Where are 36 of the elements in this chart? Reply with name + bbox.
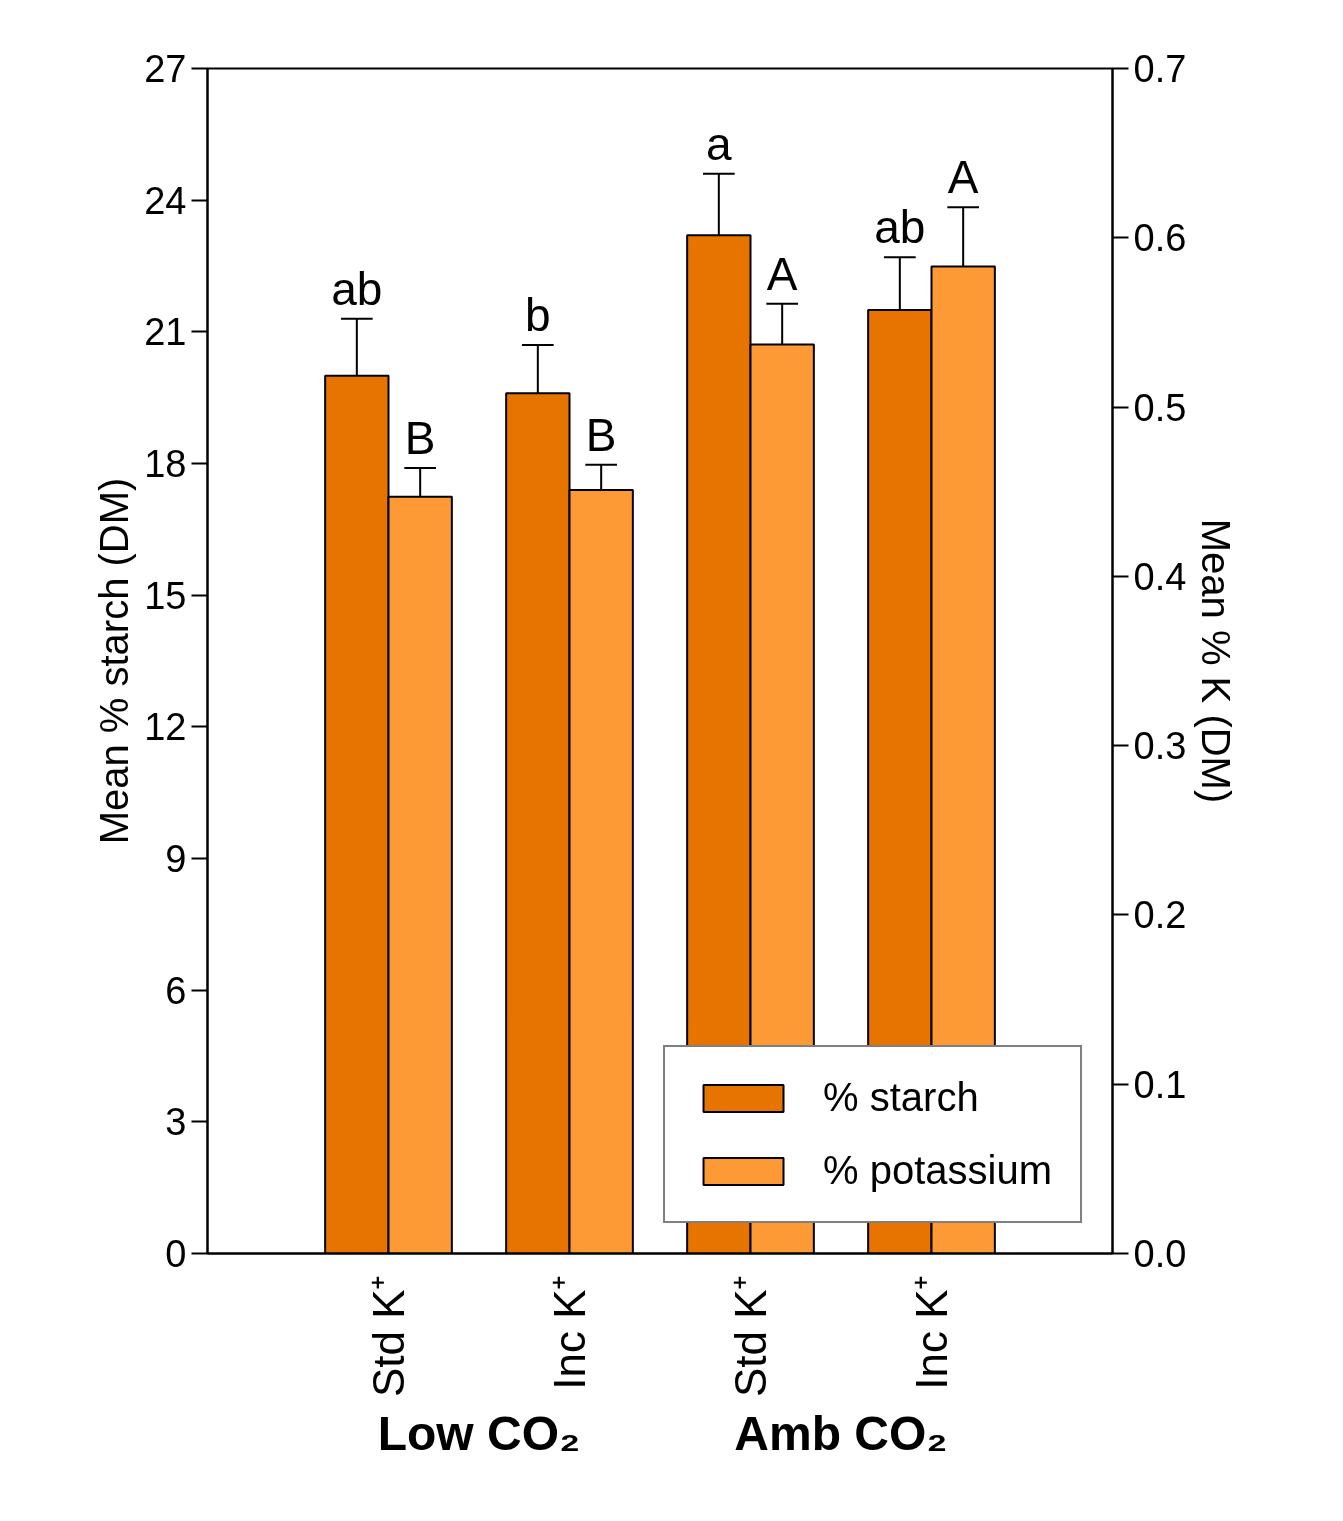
y-tick-label: 24 bbox=[144, 179, 187, 222]
x-tick-label: Inc K⁺ bbox=[545, 1274, 594, 1390]
data-label: b bbox=[525, 289, 551, 341]
y-tick-label: 0 bbox=[165, 1233, 187, 1275]
data-label: ab bbox=[874, 201, 926, 254]
x-tick-label: Std K⁺ bbox=[364, 1274, 413, 1398]
text: Amb CO₂ bbox=[734, 1406, 948, 1460]
y-tick-label: 3 bbox=[165, 1101, 187, 1144]
y-tick-label: 9 bbox=[165, 838, 187, 880]
y-tick-label: 6 bbox=[165, 969, 187, 1012]
y2-tick-label: 0.7 bbox=[1133, 48, 1187, 90]
data-label: ab bbox=[331, 262, 383, 315]
y2-tick-label: 0.5 bbox=[1133, 386, 1187, 429]
y2-tick-label: 0.3 bbox=[1133, 725, 1187, 768]
data-label: B bbox=[585, 408, 617, 461]
y2-axis-title: Mean % K (DM) bbox=[1194, 518, 1239, 804]
y2-tick-label: 0.6 bbox=[1133, 217, 1187, 260]
text: Low CO₂ bbox=[377, 1406, 581, 1460]
data-label: A bbox=[766, 247, 798, 300]
data-label: a bbox=[706, 117, 733, 170]
legend-label: % potassium bbox=[823, 1148, 1052, 1193]
legend-label: % starch bbox=[823, 1075, 979, 1120]
y2-tick-label: 0.0 bbox=[1133, 1233, 1187, 1275]
y-tick-label: 27 bbox=[144, 48, 187, 90]
y-tick-label: 21 bbox=[144, 311, 187, 354]
y-tick-label: 12 bbox=[144, 706, 187, 749]
data-label: A bbox=[947, 151, 979, 204]
y-axis-title: Mean % starch (DM) bbox=[92, 477, 137, 845]
y2-tick-label: 0.4 bbox=[1133, 555, 1187, 598]
x-tick-label: Std K⁺ bbox=[726, 1274, 775, 1398]
x-tick-label: Inc K⁺ bbox=[907, 1274, 956, 1390]
y-tick-label: 18 bbox=[144, 443, 187, 485]
y-tick-label: 15 bbox=[144, 574, 187, 617]
y2-tick-label: 0.2 bbox=[1133, 894, 1187, 937]
y2-tick-label: 0.1 bbox=[1133, 1063, 1187, 1106]
data-label: B bbox=[404, 412, 436, 465]
